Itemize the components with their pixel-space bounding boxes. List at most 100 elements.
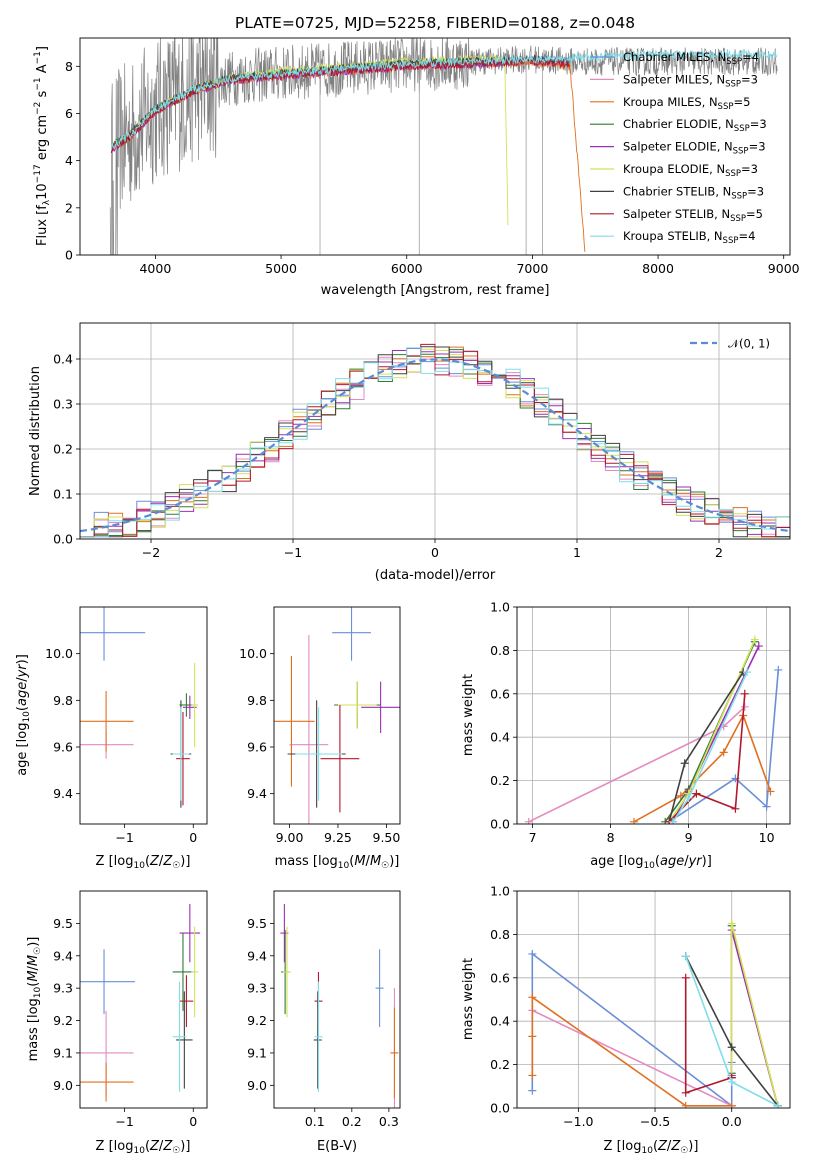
legend-label: Kroupa MILES, NSSP=5 <box>623 95 750 112</box>
plus-marker <box>528 1071 537 1080</box>
x-tick-label: 0.3 <box>379 1114 399 1129</box>
plus-marker <box>766 787 775 796</box>
legend-label: Salpeter MILES, NSSP=3 <box>623 72 758 89</box>
legend-label: Salpeter STELIB, NSSP=5 <box>623 207 763 224</box>
spectrum-ylabel: Flux [fλ10−17 erg cm−2 s−1 A−1] <box>33 46 52 246</box>
x-tick-label: −1 <box>115 1114 133 1129</box>
legend-label: Kroupa ELODIE, NSSP=3 <box>623 162 758 179</box>
panel-age-vs-z: −1 0 9.4 9.6 9.8 10.0 <box>45 606 208 845</box>
model-spectrum-line <box>110 57 571 153</box>
weight-vs-age-ylabel: mass weight <box>461 674 476 756</box>
y-tick-label: 0.2 <box>490 773 510 788</box>
panel-age-vs-mass: 9.00 9.25 9.50 9.4 9.6 9.8 10.0 <box>239 606 401 845</box>
y-tick-label: 0.0 <box>490 817 510 832</box>
plus-marker <box>528 949 537 958</box>
plus-marker <box>681 1088 690 1097</box>
panel-spectrum: 4000 5000 6000 7000 8000 9000 0 2 4 6 8 <box>65 37 800 276</box>
y-tick-label: 9.4 <box>247 948 267 963</box>
y-tick-label: 9.3 <box>53 981 73 996</box>
y-tick-label: 9.4 <box>53 948 73 963</box>
plot-area <box>80 323 790 539</box>
x-tick-label: 0 <box>189 830 197 845</box>
axes-frame <box>79 322 791 540</box>
y-tick-label: 0.1 <box>53 487 73 502</box>
plus-marker <box>743 668 752 677</box>
plot-area <box>280 903 399 1108</box>
y-tick-label: 9.8 <box>247 693 267 708</box>
y-tick-label: 9.0 <box>53 1078 73 1093</box>
plus-marker <box>762 802 771 811</box>
x-tick-label: 0.1 <box>305 1114 325 1129</box>
plot-area <box>517 891 790 1108</box>
weight-vs-z-ylabel: mass weight <box>461 958 476 1040</box>
y-tick-label: 9.5 <box>247 916 267 931</box>
x-tick-label: 9.00 <box>276 830 304 845</box>
x-tick-label: 7 <box>529 830 537 845</box>
panel-mass-vs-ebv: 0.1 0.2 0.3 9.0 9.1 9.2 9.3 9.4 9.5 <box>247 890 401 1129</box>
x-tick-label: 6000 <box>391 261 423 276</box>
legend-label: Salpeter ELODIE, NSSP=3 <box>623 140 766 157</box>
axes-frame <box>273 606 401 825</box>
spectrum-legend: Chabrier MILES, NSSP=4 Salpeter MILES, NS… <box>590 50 767 246</box>
x-tick-label: 9000 <box>768 261 800 276</box>
x-tick-label: 2 <box>715 545 723 560</box>
y-tick-label: 0.0 <box>53 532 73 547</box>
x-tick-label: 8 <box>607 830 615 845</box>
x-tick-label: 9 <box>685 830 693 845</box>
plus-marker <box>684 793 693 802</box>
y-tick-label: 1.0 <box>490 600 510 615</box>
axes-frame <box>79 37 791 256</box>
x-tick-label: 0 <box>189 1114 197 1129</box>
y-tick-label: 9.6 <box>247 740 267 755</box>
legend-label: Chabrier MILES, NSSP=4 <box>623 50 759 67</box>
legend-label: Kroupa STELIB, NSSP=4 <box>623 229 755 246</box>
plus-marker <box>774 665 783 674</box>
y-tick-label: 0.4 <box>490 730 510 745</box>
axes-frame <box>516 890 791 1109</box>
plus-marker <box>773 1101 782 1108</box>
plus-marker <box>727 1077 736 1086</box>
y-tick-label: 0.4 <box>53 352 73 367</box>
axes-frame <box>516 606 791 825</box>
panel-residuals: −2 −1 0 1 2 0.0 0.1 0.2 0.3 0.4 <box>53 322 791 560</box>
axes-frame <box>79 606 208 825</box>
y-tick-label: 0.2 <box>53 442 73 457</box>
plus-marker <box>681 1101 690 1108</box>
plus-marker <box>681 973 690 982</box>
legend-label: Chabrier ELODIE, NSSP=3 <box>623 117 767 134</box>
weight-line <box>730 923 779 1106</box>
plus-marker <box>528 1032 537 1041</box>
weight-vs-age-xlabel: age [log10(age/yr)] <box>590 854 712 871</box>
y-tick-label: 9.4 <box>247 786 267 801</box>
y-tick-label: 9.2 <box>53 1013 73 1028</box>
plot-area <box>80 607 199 808</box>
y-tick-label: 9.8 <box>53 693 73 708</box>
y-tick-label: 9.5 <box>53 916 73 931</box>
y-tick-label: 0.6 <box>490 686 510 701</box>
y-tick-label: 0.8 <box>490 927 510 942</box>
weight-line <box>668 669 780 823</box>
weight-line <box>531 995 732 1107</box>
plus-marker <box>727 1043 736 1052</box>
weight-vs-z-xlabel: Z [log10(Z/Z☉)] <box>604 1139 699 1156</box>
plot-area <box>274 607 400 824</box>
y-tick-label: 10.0 <box>239 646 267 661</box>
plus-marker <box>524 817 533 824</box>
age-vs-z-ylabel: age [log10(age/yr)] <box>15 654 32 776</box>
y-tick-label: 0.0 <box>490 1101 510 1116</box>
y-tick-label: 9.6 <box>53 740 73 755</box>
weight-line <box>531 952 733 1108</box>
weight-line <box>531 1009 733 1107</box>
mass-vs-ebv-xlabel: E(B-V) <box>317 1139 357 1154</box>
plus-marker <box>727 1101 736 1108</box>
y-tick-label: 6 <box>65 106 73 121</box>
x-tick-label: −1 <box>284 545 302 560</box>
plus-marker <box>731 804 740 813</box>
x-tick-label: 0 <box>431 545 439 560</box>
plus-marker <box>680 759 689 768</box>
y-tick-label: 8 <box>65 59 73 74</box>
plus-marker <box>740 702 749 711</box>
residuals-xlabel: (data-model)/error <box>375 568 496 583</box>
y-tick-label: 0 <box>65 248 73 263</box>
x-tick-label: 9.25 <box>324 830 352 845</box>
